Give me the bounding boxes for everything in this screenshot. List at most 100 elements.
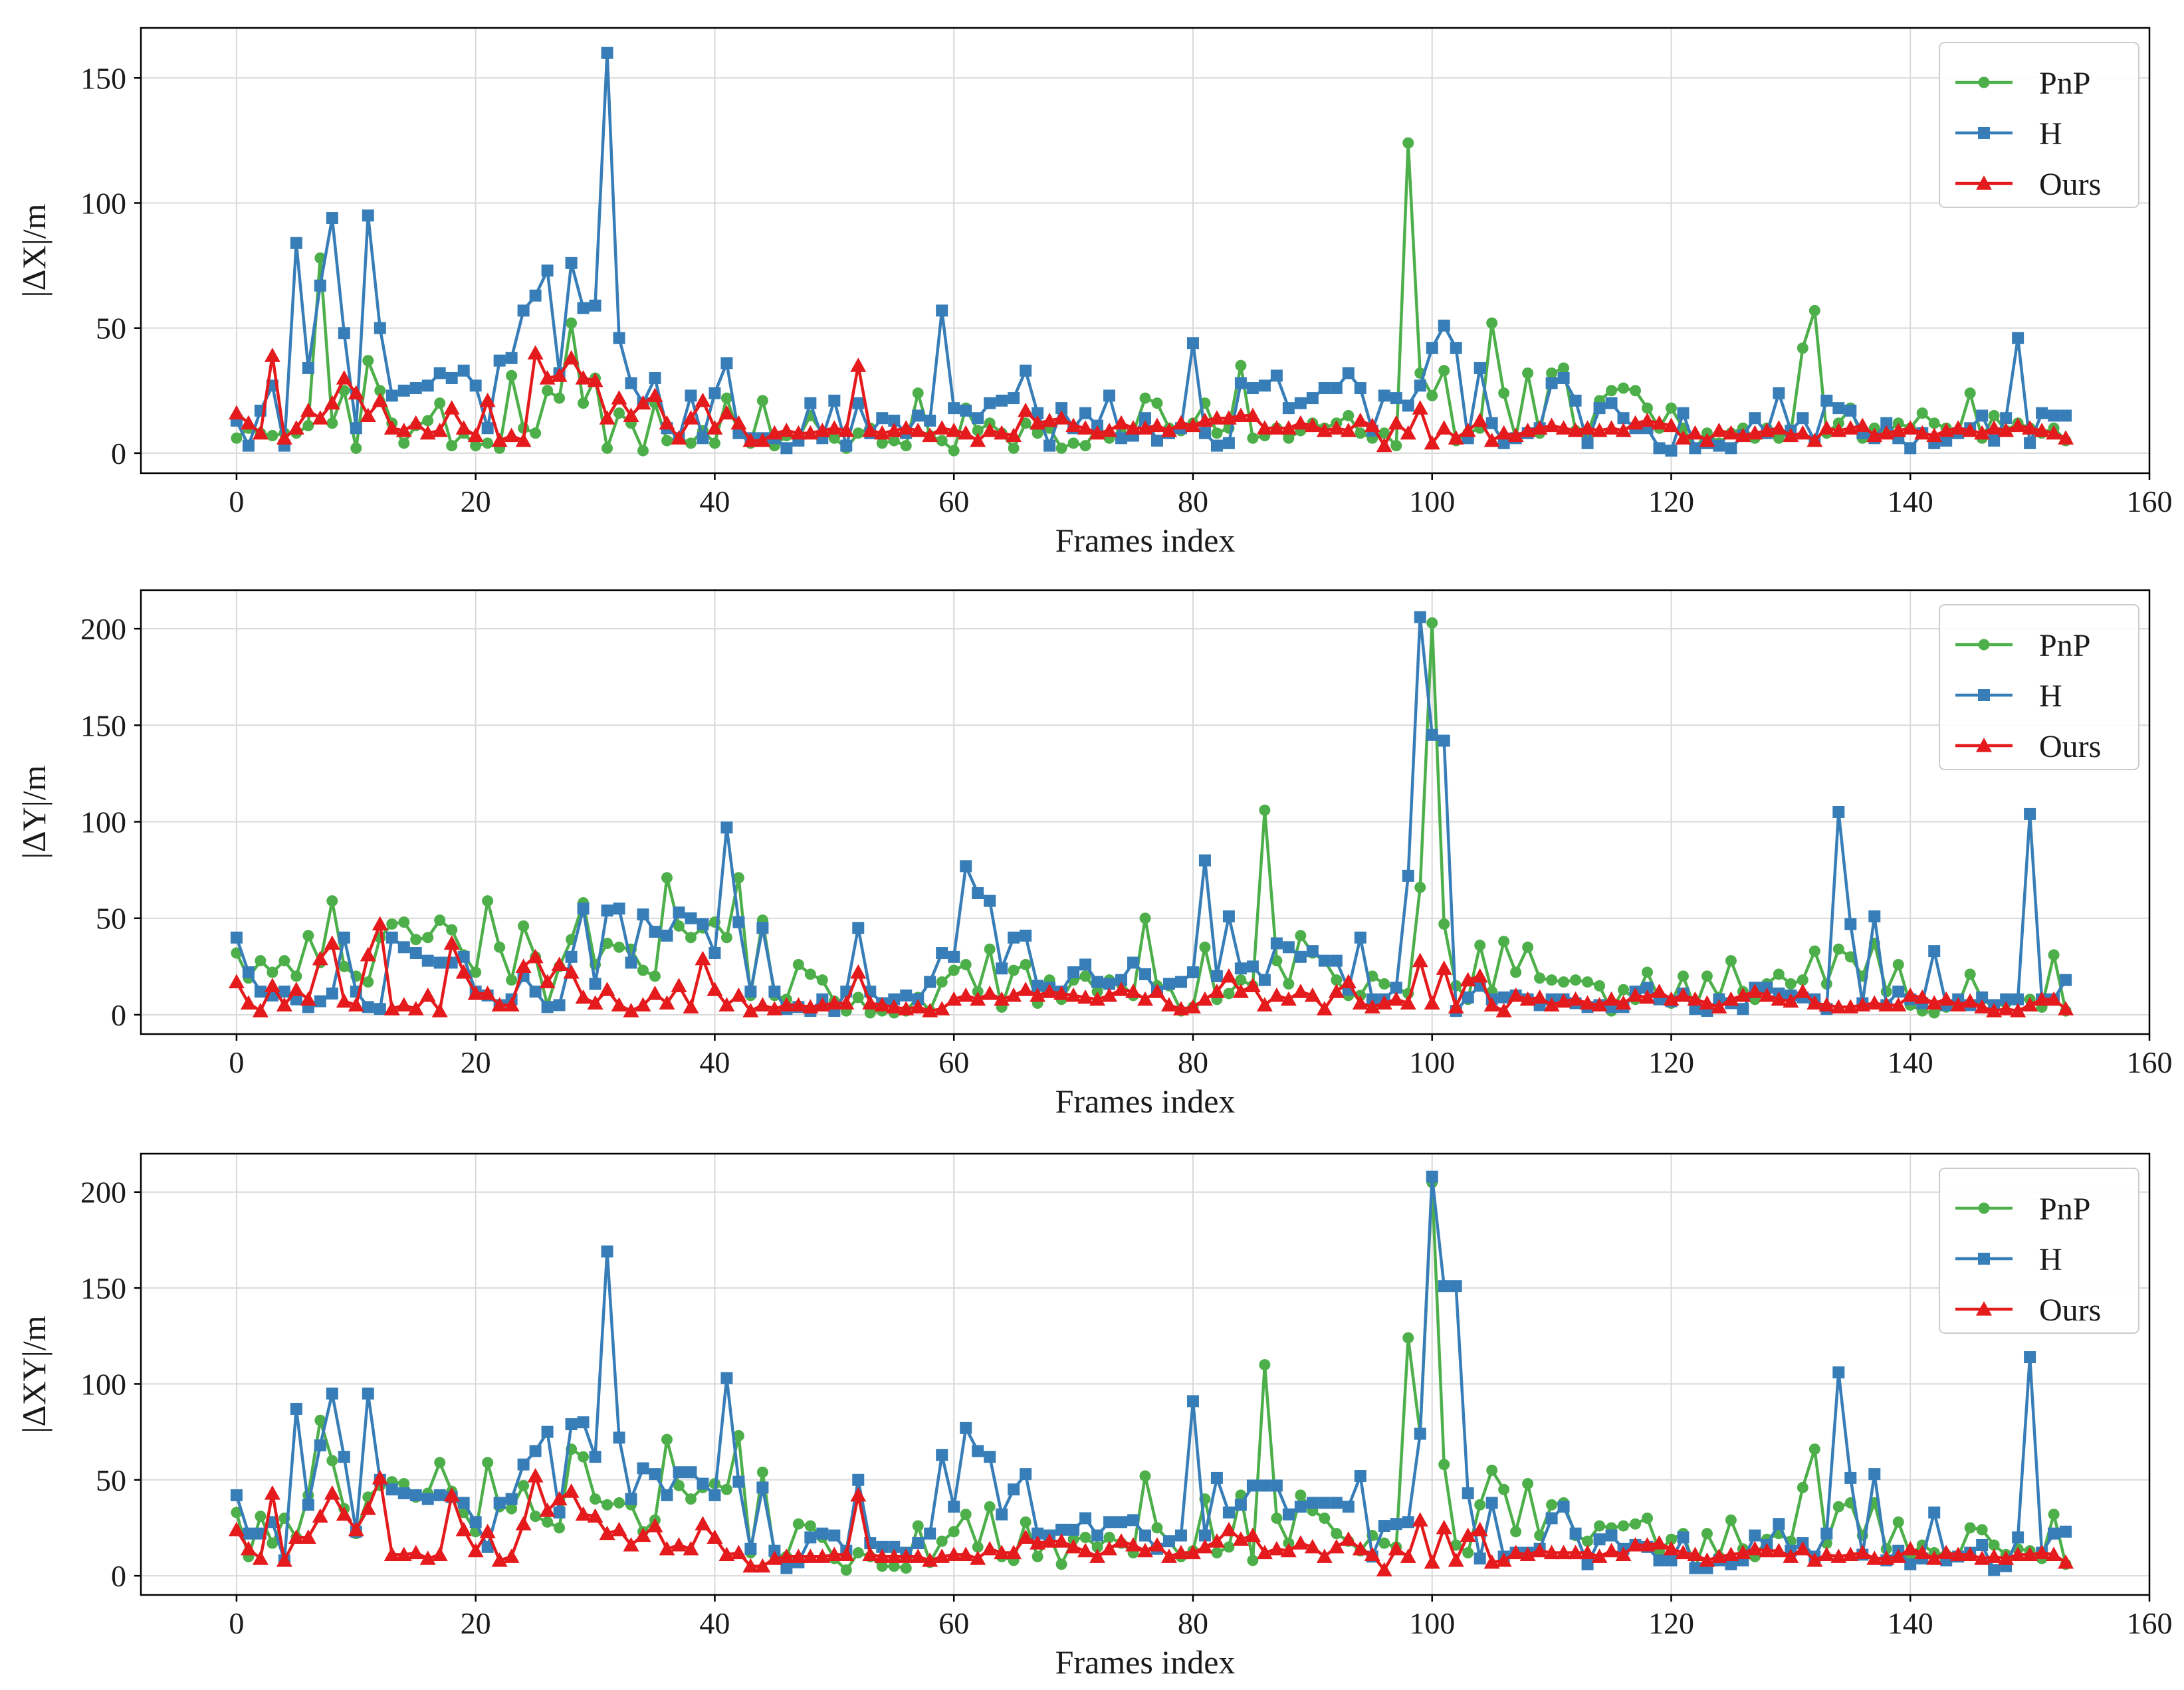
data-point-pnp [398,1478,410,1490]
data-point-pnp [804,1520,816,1532]
data-point-h [529,986,542,998]
data-point-pnp [2048,1509,2060,1521]
data-point-pnp [1976,1524,1988,1536]
data-point-h [2048,1527,2060,1540]
data-point-h [1330,954,1343,967]
data-point-pnp [685,932,697,944]
data-point-ours [1256,997,1273,1012]
data-point-pnp [1642,402,1653,414]
data-point-ours [491,433,508,447]
data-point-ours [1543,1544,1560,1560]
data-point-ours [252,1003,269,1017]
data-point-h [996,962,1008,975]
data-point-ours [623,407,639,423]
data-point-ours [1854,1544,1871,1560]
data-point-pnp [470,966,482,978]
data-point-h [601,47,613,59]
data-point-pnp [1546,1499,1558,1511]
data-point-ours [1579,1544,1596,1560]
data-point-pnp [530,1511,542,1523]
data-point-h [984,397,996,409]
data-point-h [720,1372,733,1384]
data-point-ours [1400,1548,1416,1563]
data-point-pnp [852,427,864,439]
data-point-h [1545,377,1558,389]
data-point-pnp [1522,367,1534,379]
legend-label-pnp: PnP [2039,1192,2090,1227]
data-point-h [589,978,601,990]
series-ours [228,916,2074,1017]
legend-marker-ours [1976,1301,1992,1316]
data-point-ours [850,1487,867,1502]
data-point-ours [742,1558,759,1573]
data-point-ours [395,1546,412,1561]
x-tick-label: 0 [229,1045,244,1079]
data-point-h [529,289,542,302]
data-point-ours [659,1540,675,1556]
data-point-pnp [1510,1526,1522,1538]
data-point-ours [539,974,556,989]
data-point-h [888,414,901,427]
data-point-ours [1148,984,1165,998]
data-point-ours [491,1552,508,1567]
data-point-h [1270,1479,1283,1492]
data-point-ours [503,1548,520,1563]
data-point-ours [383,420,400,435]
data-point-pnp [578,1451,590,1463]
data-point-ours [1292,1535,1309,1550]
data-point-pnp [314,252,326,264]
y-tick-label: 50 [96,1463,126,1497]
data-point-pnp [673,1479,685,1491]
data-point-pnp [1079,440,1091,452]
data-point-pnp [876,1560,888,1572]
data-point-ours [515,433,532,447]
data-point-ours [1699,433,1715,447]
data-point-h [2060,409,2072,422]
data-point-h [732,916,745,928]
data-point-ours [1220,968,1237,983]
data-point-ours [1388,415,1404,430]
data-point-ours [1340,423,1357,437]
data-point-ours [1711,423,1727,437]
data-point-ours [1256,420,1273,435]
data-point-h [1079,1512,1092,1525]
data-point-ours [467,427,484,443]
data-point-h [1294,950,1307,963]
data-point-ours [623,1003,639,1017]
data-point-ours [228,974,245,989]
data-point-h [529,1445,542,1457]
data-point-h [1294,1501,1307,1513]
data-point-ours [838,1546,855,1561]
data-point-pnp [936,435,948,447]
x-tick-label: 20 [461,1606,491,1640]
data-point-ours [922,427,938,443]
data-point-ours [1795,984,1811,998]
data-point-ours [599,1525,615,1540]
data-point-ours [2022,420,2038,435]
data-point-ours [383,1001,400,1015]
data-point-ours [1077,989,1094,1004]
data-point-ours [587,1508,603,1523]
data-point-ours [312,950,328,966]
data-point-h [1318,1497,1331,1509]
data-point-h [996,1508,1008,1521]
data-point-h [302,362,314,374]
data-point-pnp [1020,417,1032,429]
legend-marker-pnp [1978,1202,1990,1214]
data-point-ours [850,358,867,372]
data-point-pnp [685,1493,697,1505]
data-point-pnp [1916,407,1928,419]
data-point-h [1773,1518,1785,1531]
data-point-ours [659,415,675,430]
data-point-h [1127,956,1140,969]
data-point-h [1306,392,1319,405]
data-point-ours [1567,423,1584,437]
data-point-ours [802,1548,819,1563]
data-point-ours [407,1001,424,1015]
data-point-ours [1866,995,1883,1010]
data-point-ours [2022,997,2038,1012]
x-tick-label: 160 [2127,1606,2173,1640]
data-point-h [1797,412,1809,425]
data-point-ours [1436,1519,1452,1534]
data-point-pnp [1642,1513,1653,1525]
